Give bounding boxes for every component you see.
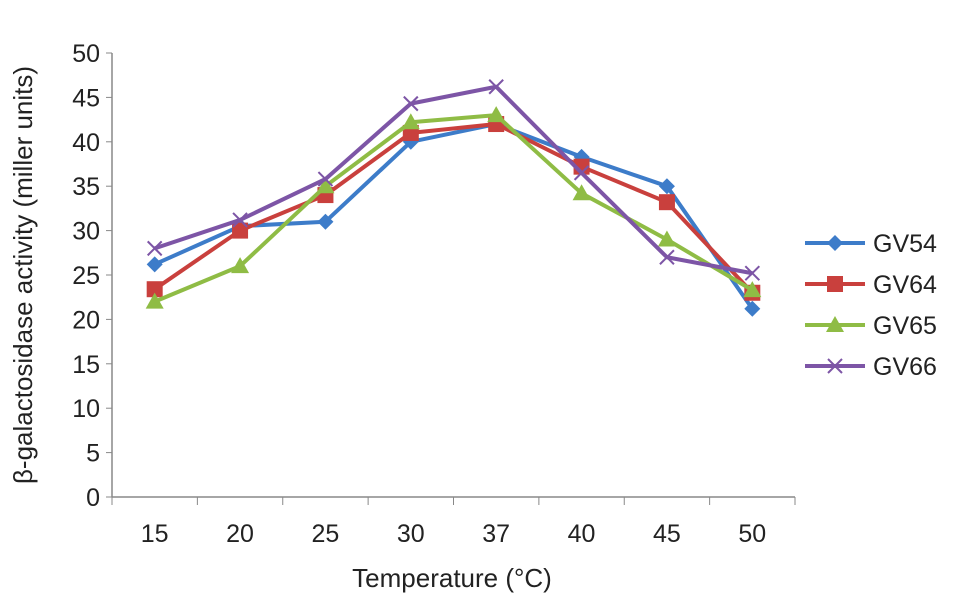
- legend-label: GV64: [873, 271, 937, 299]
- data-point: [743, 281, 762, 298]
- data-point: [488, 79, 504, 95]
- legend-item: GV65: [805, 312, 937, 340]
- data-point: [487, 106, 506, 123]
- data-point: [317, 171, 334, 187]
- y-tick-label: 45: [72, 84, 100, 112]
- data-point: [744, 265, 761, 281]
- data-point: [658, 178, 675, 195]
- data-point: [658, 194, 675, 211]
- legend-item: GV64: [805, 271, 937, 299]
- legend-item: GV54: [805, 230, 937, 258]
- series-line: [154, 84, 753, 276]
- x-tick-label: 25: [312, 520, 340, 548]
- data-point: [827, 235, 843, 251]
- data-point: [316, 177, 335, 194]
- x-tick-label: 45: [653, 520, 681, 548]
- x-tick-label: 37: [482, 520, 510, 548]
- y-tick-label: 20: [72, 306, 100, 334]
- series-gv65: [145, 106, 762, 309]
- data-point: [744, 300, 761, 317]
- data-point: [659, 249, 675, 265]
- legend-label: GV54: [873, 230, 937, 258]
- y-tick-label: 5: [86, 440, 100, 468]
- y-tick-label: 30: [72, 218, 100, 246]
- data-point: [146, 281, 163, 298]
- y-tick-label: 40: [72, 129, 100, 157]
- series-gv66: [146, 79, 761, 281]
- data-point: [572, 184, 591, 201]
- data-point: [146, 240, 163, 257]
- series-line: [153, 113, 754, 304]
- y-tick-label: 0: [86, 484, 100, 512]
- x-tick-label: 15: [141, 520, 169, 548]
- data-point: [827, 358, 843, 374]
- data-point: [232, 212, 248, 228]
- series-line: [153, 122, 754, 295]
- x-axis-label: Temperature (°C): [352, 563, 552, 593]
- x-tick-label: 20: [226, 520, 254, 548]
- y-tick-label: 25: [72, 262, 100, 290]
- data-point: [317, 213, 334, 230]
- y-tick-label: 15: [72, 351, 100, 379]
- data-point: [403, 95, 419, 112]
- data-point: [232, 222, 249, 239]
- y-axis-label: β-galactosidase activity (miller units): [8, 66, 38, 484]
- y-tick-label: 50: [72, 40, 100, 68]
- data-point: [826, 316, 844, 332]
- series-gv54: [146, 116, 761, 317]
- data-point: [827, 276, 843, 292]
- y-tick-label: 35: [72, 173, 100, 201]
- data-point: [231, 257, 250, 274]
- data-point: [657, 230, 676, 247]
- legend-label: GV66: [873, 353, 937, 381]
- x-tick-label: 50: [738, 520, 766, 548]
- data-point: [401, 113, 420, 130]
- x-tick-label: 40: [568, 520, 596, 548]
- y-tick-label: 10: [72, 395, 100, 423]
- data-point: [145, 292, 164, 309]
- x-tick-label: 30: [397, 520, 425, 548]
- legend-label: GV65: [873, 312, 937, 340]
- legend-item: GV66: [805, 353, 937, 381]
- data-point: [146, 256, 163, 273]
- data-point: [573, 165, 590, 181]
